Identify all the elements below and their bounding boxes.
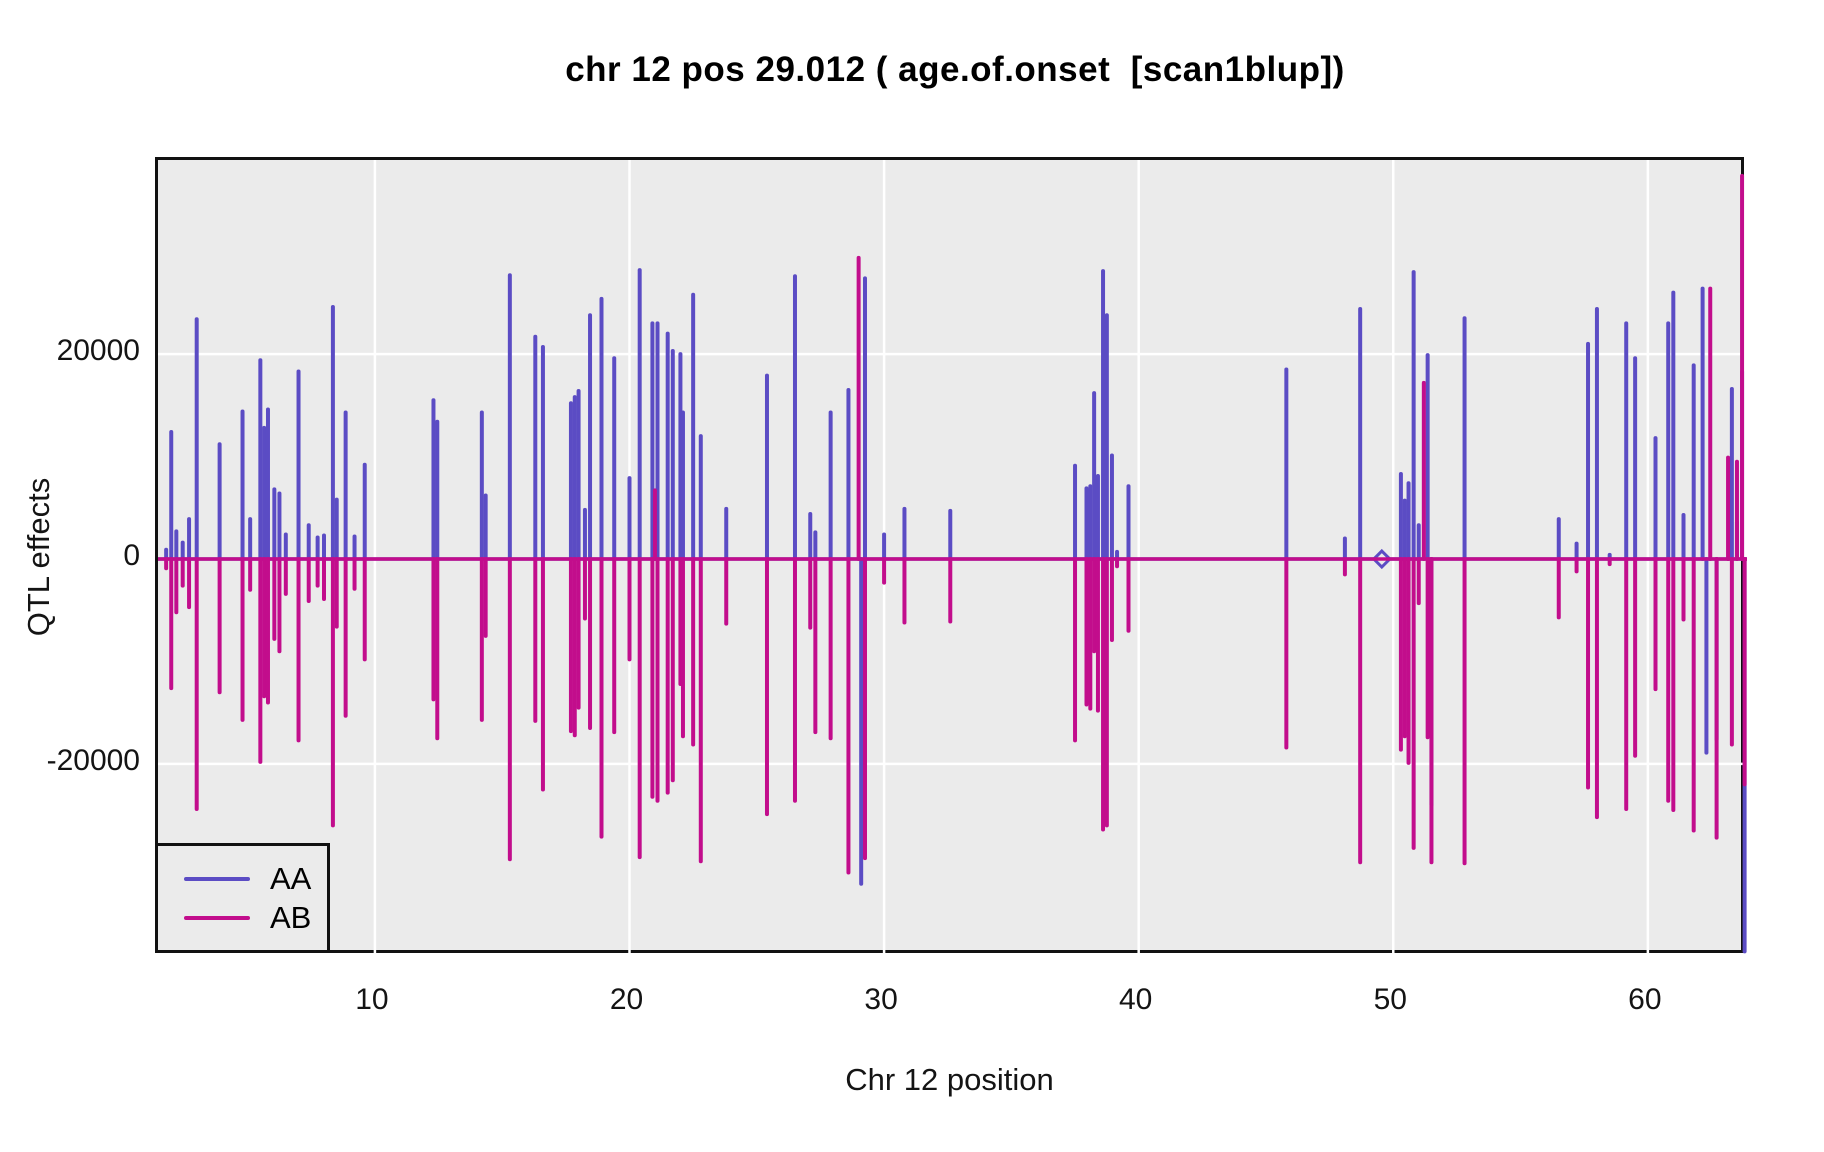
- x-axis-title: Chr 12 position: [845, 1062, 1054, 1097]
- legend-line-AB: [184, 916, 250, 920]
- chart-title: chr 12 pos 29.012 ( age.of.onset [scan1b…: [565, 50, 1345, 89]
- y-tick-label: 0: [123, 539, 140, 573]
- series-AA: [158, 268, 1747, 954]
- y-axis-title: QTL effects: [21, 477, 56, 637]
- x-tick-label: 40: [1118, 983, 1153, 1016]
- legend-label-AB: AB: [270, 900, 312, 935]
- legend-line-AA: [184, 877, 250, 881]
- x-tick-label: 10: [355, 983, 389, 1016]
- plot-panel: [155, 157, 1747, 956]
- series-AB: [158, 173, 1747, 875]
- legend-row-AA: AA: [158, 861, 327, 897]
- x-tick-label: 50: [1373, 983, 1407, 1016]
- y-tick-label: -20000: [46, 743, 140, 777]
- x-tick-label: 20: [609, 983, 644, 1016]
- legend-box: AA AB: [155, 843, 330, 953]
- x-tick-label: 30: [864, 983, 898, 1016]
- y-tick-label: 20000: [56, 334, 140, 368]
- x-tick-label: 60: [1628, 983, 1662, 1016]
- legend-row-AB: AB: [158, 900, 327, 936]
- legend-label-AA: AA: [270, 861, 312, 896]
- plot-canvas: [158, 160, 1747, 956]
